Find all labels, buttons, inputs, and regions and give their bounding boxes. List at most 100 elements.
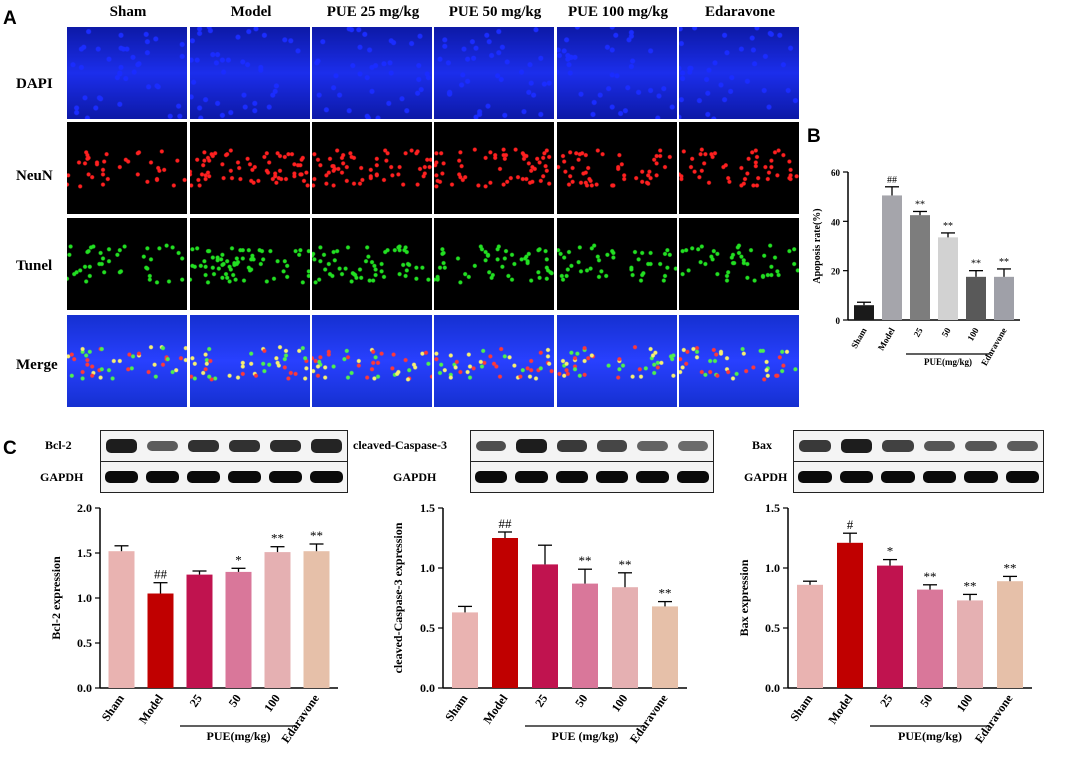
significance-mark: **	[1004, 560, 1017, 575]
significance-mark: **	[915, 199, 925, 210]
gapdh-band	[839, 471, 873, 483]
x-tick-label: 25	[187, 692, 205, 710]
significance-mark: **	[943, 221, 953, 232]
blot-band	[270, 439, 301, 453]
blot-target-label: cleaved-Caspase-3	[353, 438, 447, 452]
caspase3-expression-chart: 0.0 0.5 1.0 1.5 cleaved-Caspase-3 expression…	[391, 501, 687, 746]
bar-edaravone	[997, 581, 1023, 688]
blot-band	[1006, 441, 1038, 451]
blot-gapdh-box	[470, 461, 714, 493]
micrograph-merge-1	[190, 315, 310, 407]
micrograph-merge-3	[434, 315, 554, 407]
bcl2-expression-chart: 0.0 0.5 1.0 1.5 2.0 Bcl-2 expression Sham ## Mod…	[49, 501, 338, 746]
blot-band	[106, 439, 137, 453]
blot-band	[677, 441, 708, 451]
bar-sham	[108, 551, 135, 688]
y-axis-title: Bax expression	[737, 559, 751, 636]
micrograph-neun-2	[312, 122, 432, 214]
x-tick-label: Model	[136, 691, 167, 726]
micrograph-neun-4	[557, 122, 677, 214]
bar-50	[225, 571, 252, 688]
blot-band	[882, 440, 914, 452]
micrograph-neun-1	[190, 122, 310, 214]
y-tick-label: 0.0	[765, 681, 780, 695]
micrograph-dapi-5	[679, 27, 799, 119]
micrograph-merge-5	[679, 315, 799, 407]
bar-100	[957, 600, 983, 688]
blot-band	[923, 440, 955, 452]
blot-target-box	[470, 430, 714, 463]
significance-mark: ##	[499, 516, 513, 531]
blot-band	[799, 440, 831, 452]
panel-label-c: C	[3, 438, 17, 459]
column-header-sham: Sham	[109, 4, 147, 20]
panel-label-a: A	[3, 8, 17, 29]
blot-target-box	[793, 430, 1044, 463]
panel-label-b: B	[807, 126, 821, 147]
bar-model	[492, 538, 518, 688]
bar-sham	[797, 584, 823, 688]
gapdh-band	[798, 471, 832, 483]
y-tick-label: 1.0	[420, 561, 435, 575]
blot-band	[556, 440, 587, 452]
x-tick-label: 50	[572, 692, 590, 710]
blot-loading-label: GAPDH	[744, 470, 788, 484]
x-tick-label: Edaravone	[979, 326, 1009, 367]
y-tick-label: 1.0	[77, 591, 92, 605]
x-tick-label: 25	[532, 692, 550, 710]
x-tick-label: 50	[226, 692, 244, 710]
bar-25	[877, 565, 903, 688]
micrograph-tunel-1	[190, 218, 310, 310]
bar-50	[917, 589, 943, 688]
significance-mark: **	[924, 569, 937, 584]
y-axis-title: cleaved-Caspase-3 expression	[391, 522, 405, 673]
column-header-pue100: PUE 100 mg/kg	[567, 4, 668, 20]
blot-band	[637, 441, 668, 451]
micrograph-merge-2	[312, 315, 432, 407]
significance-mark: **	[579, 553, 592, 568]
micrograph-dapi-2	[312, 27, 432, 119]
x-tick-label: Edaravone	[972, 691, 1016, 745]
bar-sham	[854, 305, 874, 320]
x-tick-label: Edaravone	[278, 691, 322, 745]
micrograph-tunel-5	[679, 218, 799, 310]
blot-band	[311, 439, 342, 453]
bar-sham	[452, 612, 478, 688]
y-tick-label: 0.0	[77, 681, 92, 695]
bar-model	[882, 195, 902, 320]
row-label-dapi: DAPI	[16, 76, 53, 92]
bar-100	[612, 587, 638, 688]
bax-expression-chart: 0.0 0.5 1.0 1.5 Bax expression Sham # Model * 25 *…	[737, 501, 1032, 746]
x-tick-label: Model	[825, 691, 856, 726]
significance-mark: *	[887, 544, 894, 559]
micrograph-dapi-0	[67, 27, 187, 119]
bar-100	[264, 552, 291, 688]
bar-25	[910, 215, 930, 320]
significance-mark: **	[971, 259, 981, 270]
column-header-edaravone: Edaravone	[704, 4, 775, 20]
bar-edaravone	[303, 551, 330, 688]
blot-band	[597, 440, 628, 452]
x-tick-label: Sham	[787, 692, 815, 724]
x-tick-label: 25	[877, 692, 895, 710]
blot-band	[965, 440, 997, 452]
gapdh-band	[1005, 471, 1039, 483]
column-header-pue25: PUE 25 mg/kg	[326, 4, 420, 20]
gapdh-band	[187, 471, 220, 483]
micrograph-dapi-4	[557, 27, 677, 119]
blot-gapdh-box	[793, 461, 1044, 493]
significance-mark: **	[310, 528, 323, 543]
micrograph-tunel-4	[557, 218, 677, 310]
y-tick-label: 1.5	[765, 501, 780, 515]
gapdh-band	[269, 471, 302, 483]
bar-100	[966, 276, 986, 320]
y-tick-label: 0.5	[765, 621, 780, 635]
group-label: PUE (mg/kg)	[552, 729, 619, 743]
gapdh-band	[146, 471, 179, 483]
bar-50	[572, 583, 598, 688]
micrograph-neun-5	[679, 122, 799, 214]
micrograph-dapi-1	[190, 27, 310, 119]
x-tick-label: 100	[954, 692, 976, 715]
x-tick-label: Model	[480, 691, 511, 726]
y-tick-label: 0.0	[420, 681, 435, 695]
